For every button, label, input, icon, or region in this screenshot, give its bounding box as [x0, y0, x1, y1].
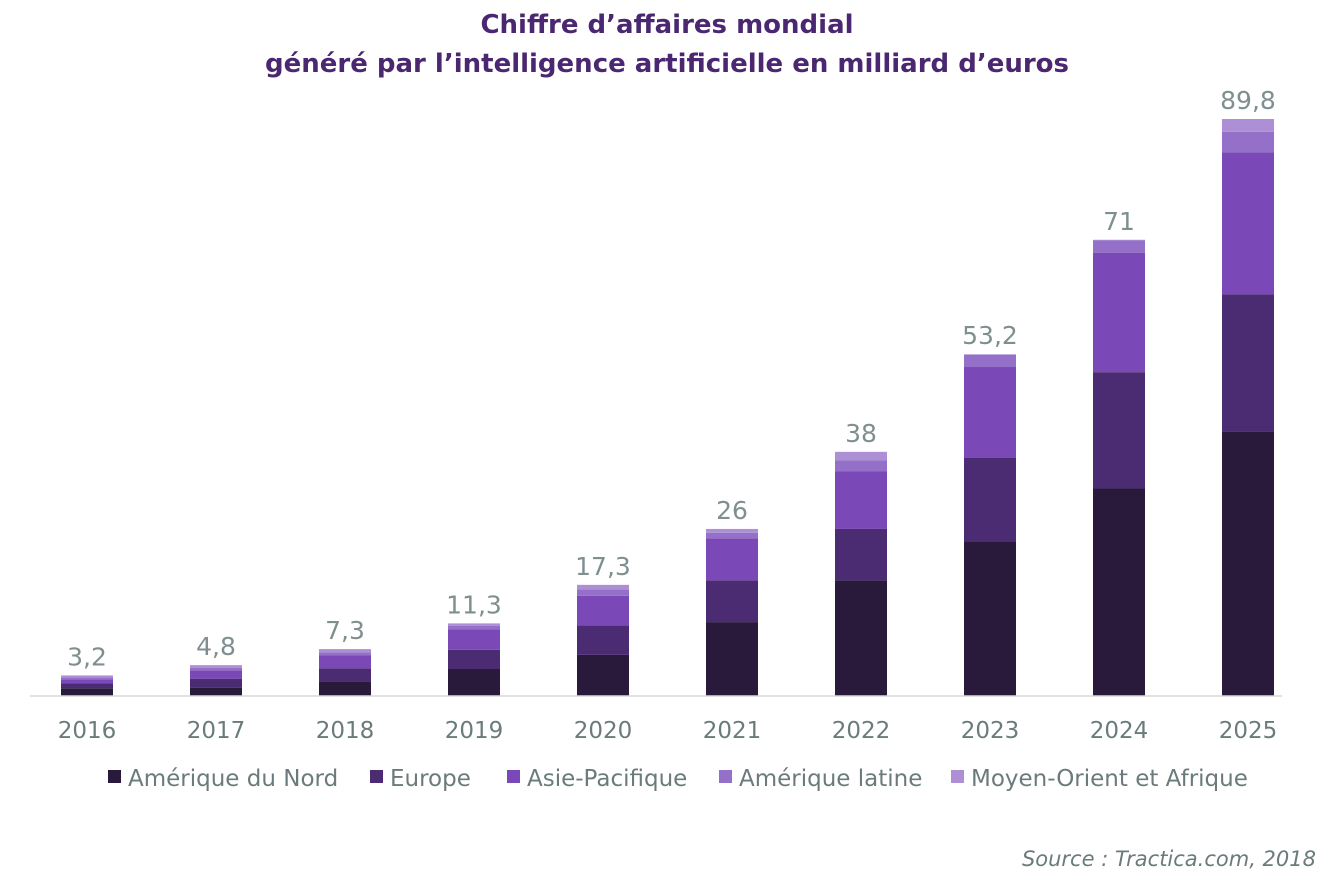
- bar-segment-2021-series-4: [706, 528, 758, 533]
- total-label-2021: 26: [716, 496, 748, 525]
- bar-segment-2019-series-0: [448, 669, 500, 696]
- bar-segment-2022-series-0: [835, 580, 887, 696]
- bar-segment-2019-series-4: [448, 623, 500, 626]
- bar-segment-2023-series-0: [964, 541, 1016, 696]
- legend-swatch-series-2: [507, 770, 520, 783]
- bar-segment-2018-series-1: [319, 668, 371, 682]
- chart-title-line-2: généré par l’intelligence artificielle e…: [265, 49, 1069, 79]
- bar-segment-2021-series-3: [706, 532, 758, 539]
- bar-segment-2017-series-4: [190, 665, 242, 668]
- total-label-2016: 3,2: [67, 642, 107, 671]
- x-tick-label-2018: 2018: [316, 718, 375, 744]
- total-label-2025: 89,8: [1220, 86, 1276, 115]
- bar-segment-2024-series-3: [1093, 240, 1145, 253]
- x-tick-label-2016: 2016: [58, 718, 117, 744]
- bar-segment-2018-series-3: [319, 652, 371, 656]
- x-tick-label-2024: 2024: [1090, 718, 1149, 744]
- bar-segment-2022-series-4: [835, 451, 887, 461]
- bar-segment-2020-series-1: [577, 625, 629, 655]
- bar-segment-2020-series-4: [577, 584, 629, 590]
- legend-swatch-series-1: [370, 770, 383, 783]
- bar-segment-2025-series-0: [1222, 431, 1274, 696]
- bar-segment-2018-series-0: [319, 681, 371, 696]
- bar-segment-2016-series-3: [61, 677, 113, 680]
- bar-segment-2019-series-3: [448, 625, 500, 630]
- total-label-2019: 11,3: [446, 590, 502, 619]
- total-label-2023: 53,2: [962, 321, 1018, 350]
- bar-segment-2022-series-3: [835, 460, 887, 472]
- bar-segment-2025-series-2: [1222, 152, 1274, 295]
- bar-segment-2023-series-4: [964, 354, 1016, 355]
- legend-swatch-series-0: [108, 770, 121, 783]
- bar-segment-2016-series-1: [61, 683, 113, 689]
- total-label-2020: 17,3: [575, 552, 631, 581]
- x-tick-label-2025: 2025: [1219, 718, 1278, 744]
- bar-segment-2018-series-4: [319, 649, 371, 653]
- bar-segment-2022-series-1: [835, 528, 887, 581]
- bar-segment-2016-series-0: [61, 688, 113, 696]
- total-label-2022: 38: [845, 419, 877, 448]
- bar-segment-2017-series-3: [190, 667, 242, 671]
- total-label-2017: 4,8: [196, 632, 236, 661]
- total-label-2018: 7,3: [325, 616, 365, 645]
- bar-segment-2016-series-4: [61, 675, 113, 678]
- legend-swatch-series-3: [719, 770, 732, 783]
- legend: Amérique du Nord Europe Asie-Pacifique Amér…: [108, 766, 1248, 792]
- legend-label-series-0: Amérique du Nord: [128, 766, 338, 792]
- bar-segment-2024-series-1: [1093, 372, 1145, 489]
- x-tick-label-2017: 2017: [187, 718, 246, 744]
- bar-segment-2024-series-4: [1093, 239, 1145, 241]
- bar-segment-2020-series-0: [577, 654, 629, 696]
- bar-segment-2021-series-0: [706, 622, 758, 696]
- bar-segment-2022-series-2: [835, 471, 887, 529]
- bar-segment-2024-series-2: [1093, 252, 1145, 373]
- bar-segment-2023-series-2: [964, 367, 1016, 458]
- total-label-2024: 71: [1103, 207, 1135, 236]
- legend-label-series-1: Europe: [390, 766, 471, 792]
- bar-segment-2017-series-1: [190, 678, 242, 688]
- x-tick-labels: 2016 2017 2018 2019 2020 2021 2022 2023 2024 2025: [58, 718, 1278, 744]
- legend-label-series-2: Asie-Pacifique: [527, 766, 687, 792]
- legend-swatch-series-4: [951, 770, 964, 783]
- bar-segment-2017-series-2: [190, 670, 242, 679]
- x-tick-label-2019: 2019: [445, 718, 504, 744]
- legend-label-series-4: Moyen-Orient et Afrique: [971, 766, 1248, 792]
- bar-segment-2018-series-2: [319, 655, 371, 669]
- bar-segment-2020-series-3: [577, 589, 629, 596]
- bar-segment-2019-series-1: [448, 649, 500, 670]
- chart-title-line-1: Chiffre d’affaires mondial: [480, 10, 853, 40]
- bar-segment-2021-series-1: [706, 580, 758, 623]
- bar-segment-2025-series-3: [1222, 131, 1274, 153]
- bar-segment-2020-series-2: [577, 595, 629, 626]
- bar-segment-2023-series-1: [964, 457, 1016, 542]
- bar-segment-2024-series-0: [1093, 488, 1145, 696]
- bar-segment-2019-series-2: [448, 629, 500, 650]
- legend-label-series-3: Amérique latine: [739, 766, 922, 792]
- x-tick-label-2023: 2023: [961, 718, 1020, 744]
- x-tick-label-2021: 2021: [703, 718, 762, 744]
- x-tick-label-2020: 2020: [574, 718, 633, 744]
- bar-segment-2021-series-2: [706, 538, 758, 581]
- bar-segment-2023-series-3: [964, 354, 1016, 368]
- bar-segment-2016-series-2: [61, 679, 113, 684]
- x-tick-label-2022: 2022: [832, 718, 891, 744]
- bars-group: [61, 119, 1274, 696]
- bar-segment-2017-series-0: [190, 687, 242, 696]
- source-note: Source : Tractica.com, 2018: [1022, 847, 1316, 871]
- bar-segment-2025-series-4: [1222, 119, 1274, 132]
- total-labels: 3,2 4,8 7,3 11,3 17,3 26 38 53,2 71 89,8: [67, 86, 1276, 671]
- bar-segment-2025-series-1: [1222, 294, 1274, 432]
